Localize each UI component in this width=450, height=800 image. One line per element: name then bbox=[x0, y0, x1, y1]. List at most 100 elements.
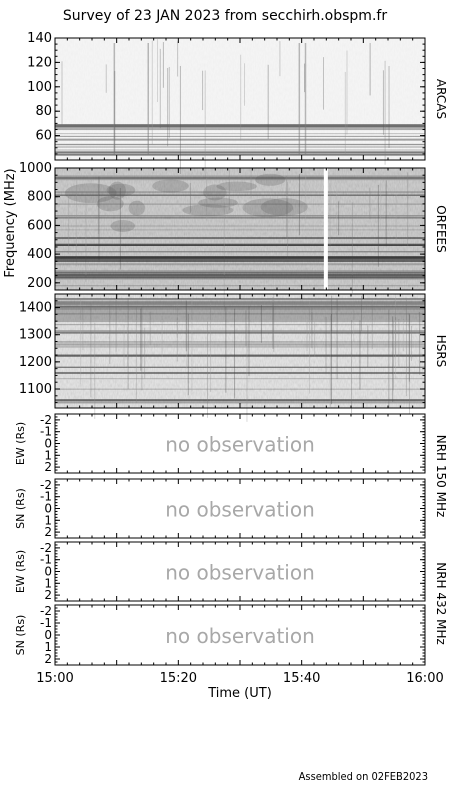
spectrum-band bbox=[55, 270, 425, 273]
spectrum-feature bbox=[407, 172, 409, 246]
y-tick-label: 100 bbox=[27, 80, 52, 95]
spectrum-feature bbox=[144, 327, 146, 379]
spectrum-feature bbox=[75, 180, 77, 267]
spectrum-feature bbox=[311, 312, 313, 349]
burst-patch bbox=[216, 181, 258, 192]
spectrum-feature bbox=[240, 54, 242, 141]
y-tick-label: 2 bbox=[44, 588, 52, 602]
spectrum-band bbox=[55, 256, 425, 262]
spectrum-feature bbox=[162, 42, 164, 88]
spectrum-feature bbox=[119, 187, 121, 270]
y-tick-label: 0 bbox=[44, 628, 52, 642]
no-observation-label: no observation bbox=[165, 498, 315, 522]
no-observation-label: no observation bbox=[165, 433, 315, 457]
group-label: NRH 432 MHz bbox=[434, 562, 448, 645]
spectrum-feature bbox=[382, 70, 384, 135]
spectrum-band bbox=[55, 216, 425, 219]
spectrum-feature bbox=[61, 61, 63, 125]
y-tick-label: 1 bbox=[44, 448, 52, 462]
spectrum-feature bbox=[127, 298, 129, 390]
spectrum-feature bbox=[176, 317, 178, 362]
burst-patch bbox=[96, 196, 124, 212]
spectrum-feature bbox=[206, 177, 208, 221]
spectrum-feature bbox=[186, 307, 188, 369]
spectrum-band bbox=[55, 313, 425, 315]
y-tick-label: 60 bbox=[35, 129, 52, 144]
spectrum-feature bbox=[245, 310, 247, 347]
spectrum-feature bbox=[248, 306, 250, 376]
spectrum-band bbox=[55, 225, 425, 227]
position-panel bbox=[55, 414, 425, 473]
y-axis-label: EW (Rs) bbox=[14, 550, 27, 593]
spectrum-feature bbox=[330, 314, 332, 405]
spectrum-feature bbox=[151, 40, 153, 145]
burst-patch bbox=[108, 181, 126, 200]
y-tick-label: 2 bbox=[44, 652, 52, 666]
spectrum-band bbox=[55, 301, 425, 304]
y-tick-label: 120 bbox=[27, 55, 52, 70]
spectrum-feature bbox=[377, 185, 379, 267]
spectrum-feature bbox=[207, 321, 209, 418]
spectrum-feature bbox=[228, 169, 230, 211]
group-label: NRH 150 MHz bbox=[434, 435, 448, 518]
spectrum-band bbox=[55, 145, 425, 148]
spectrum-band bbox=[55, 191, 425, 194]
page-title: Survey of 23 JAN 2023 from secchirh.obsp… bbox=[62, 8, 388, 24]
spectrum-band bbox=[55, 303, 425, 305]
spectrum-band bbox=[55, 151, 425, 154]
spectrum-feature bbox=[98, 176, 100, 261]
spectrum-feature bbox=[394, 294, 396, 379]
spectrum-feature bbox=[177, 41, 179, 77]
spectrum-feature bbox=[90, 302, 92, 398]
y-tick-label: 600 bbox=[27, 218, 52, 233]
spectrum-feature bbox=[311, 307, 313, 331]
spectrum-feature bbox=[369, 43, 371, 96]
spectrum-band bbox=[55, 303, 425, 305]
spectrum-band bbox=[55, 138, 425, 141]
spectrum-feature bbox=[189, 183, 191, 213]
spectrum-band bbox=[55, 149, 425, 151]
y-tick-label: -1 bbox=[40, 425, 52, 439]
spectrum-band bbox=[55, 298, 425, 301]
spectrum-feature bbox=[244, 63, 246, 106]
spectrum-feature bbox=[273, 294, 275, 353]
spectrum-feature bbox=[234, 308, 236, 399]
spectrum-feature bbox=[402, 319, 404, 352]
spectrum-feature bbox=[336, 298, 338, 380]
y-axis-label: SN (Rs) bbox=[14, 615, 27, 656]
spectrum-feature bbox=[380, 179, 382, 231]
instrument-label: ORFEES bbox=[434, 205, 448, 252]
spectrum-feature bbox=[298, 173, 300, 236]
spectrum-band bbox=[55, 388, 425, 390]
spectrum-feature bbox=[176, 303, 178, 338]
spectrum-band bbox=[55, 176, 425, 179]
spectrum-band bbox=[55, 251, 425, 253]
spectrum-feature bbox=[225, 307, 227, 393]
spectrum-band bbox=[55, 371, 425, 374]
spectrum-feature bbox=[388, 66, 390, 148]
spectrum-band bbox=[55, 244, 425, 246]
spectrum-texture bbox=[55, 38, 425, 160]
spectrum-band bbox=[55, 399, 425, 402]
spectrum-feature bbox=[388, 309, 390, 408]
spectrum-feature bbox=[408, 314, 410, 415]
y-tick-label: 1100 bbox=[19, 382, 52, 397]
spectrum-feature bbox=[161, 315, 163, 357]
spectrum-band bbox=[55, 263, 425, 266]
spectrum-feature bbox=[384, 60, 386, 165]
spectrum-band bbox=[55, 273, 425, 275]
spectrum-band bbox=[55, 355, 425, 357]
spectrum-band bbox=[55, 135, 425, 137]
spectrum-band bbox=[55, 306, 425, 320]
burst-patch bbox=[106, 183, 136, 197]
spectrum-feature bbox=[336, 183, 338, 235]
spectrum-band bbox=[55, 194, 425, 196]
spectrum-feature bbox=[94, 322, 96, 419]
spectrum-band bbox=[55, 332, 425, 334]
spectrum-band bbox=[55, 366, 425, 368]
spectrum-feature bbox=[149, 311, 151, 346]
spectrum-feature bbox=[306, 321, 308, 352]
y-tick-label: 80 bbox=[35, 104, 52, 119]
spectrum-feature bbox=[287, 181, 289, 259]
spectrum-feature bbox=[204, 70, 206, 179]
